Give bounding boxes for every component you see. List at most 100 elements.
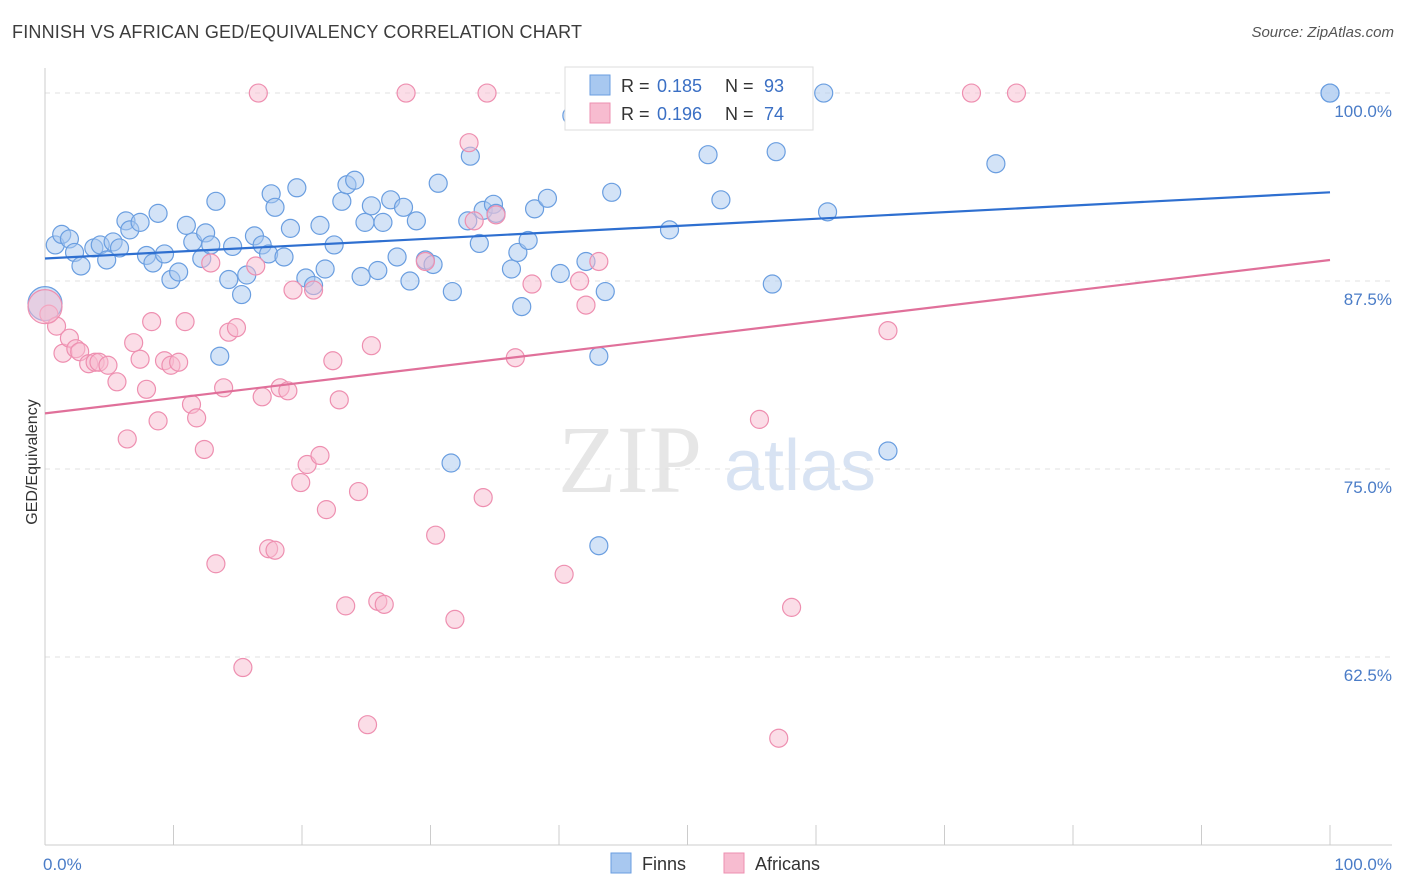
finns-point [406, 211, 426, 231]
africans-point [961, 83, 982, 103]
chart-title: FINNISH VS AFRICAN GED/EQUIVALENCY CORRE… [12, 22, 583, 42]
africans-point [357, 715, 378, 735]
finns-point [537, 188, 558, 208]
finns-point [345, 170, 365, 190]
africans-point [464, 211, 484, 231]
y-tick-label-3: 100.0% [1334, 102, 1392, 121]
finns-point [814, 83, 834, 103]
bottom-legend-label-africans: Africans [755, 854, 820, 874]
watermark-atlas: atlas [724, 426, 876, 506]
africans-point [107, 372, 127, 392]
y-tick-labels: 62.5% 75.0% 87.5% 100.0% [1334, 102, 1392, 685]
watermark-zip: ZIP [558, 406, 702, 513]
africans-point [303, 280, 324, 300]
africans-point [329, 390, 349, 410]
finns-point [550, 263, 570, 284]
chart-source: Source: ZipAtlas.com [1251, 24, 1394, 41]
africans-point [576, 295, 596, 315]
finns-point [130, 212, 150, 232]
finns-point [512, 296, 532, 317]
finns-point [595, 281, 615, 302]
y-tick-label-2: 87.5% [1344, 290, 1392, 309]
finns-point [154, 244, 175, 264]
africans-point [117, 429, 137, 449]
africans-point [226, 318, 247, 338]
finns-point [373, 212, 393, 232]
africans-point [878, 321, 898, 341]
finns-point [428, 173, 448, 193]
africans-point [415, 251, 435, 272]
legend-n-label-finns: N = [725, 76, 754, 96]
africans-point [27, 288, 63, 325]
finns-point [400, 271, 420, 291]
africans-point [98, 355, 118, 375]
finns-point [332, 191, 352, 211]
africans-point [233, 657, 253, 678]
finns-point [223, 236, 243, 257]
africans-point [316, 500, 337, 520]
legend-n-value-africans: 74 [764, 104, 784, 124]
legend-r-value-africans: 0.196 [657, 104, 702, 124]
africans-point [291, 472, 311, 493]
africans-point [148, 411, 168, 431]
finns-point [387, 247, 407, 267]
x-tick-labels: 0.0% 100.0% [43, 855, 1392, 874]
finns-point [148, 203, 168, 223]
legend-r-label-africans: R = [621, 104, 650, 124]
africans-point [522, 274, 542, 294]
africans-point [310, 445, 330, 466]
finns-point [232, 284, 252, 305]
finns-point [698, 145, 718, 165]
finns-trend-line [44, 191, 1331, 260]
finns-point [469, 233, 489, 254]
africans-point [130, 349, 150, 369]
finns-point [219, 269, 239, 290]
africans-point [136, 379, 157, 399]
africans-point [323, 351, 343, 371]
africans-point [248, 83, 268, 103]
finns-point [1320, 83, 1340, 103]
africans-point [278, 381, 298, 401]
africans-point [569, 271, 590, 291]
stats-legend: R = 0.185 N = 93 R = 0.196 N = 74 [564, 66, 814, 131]
finns-point [501, 259, 522, 279]
finns-point [441, 453, 461, 473]
africans-point [361, 336, 381, 356]
finns-point [355, 212, 375, 232]
bottom-legend-swatch-africans [723, 852, 745, 874]
y-tick-label-1: 75.0% [1344, 478, 1392, 497]
x-tick-label-1: 100.0% [1334, 855, 1392, 874]
finns-point [524, 199, 545, 219]
africans-point [554, 564, 574, 584]
africans-points [27, 83, 1027, 748]
finns-point [368, 260, 388, 281]
finns-point [169, 262, 189, 282]
finns-point [315, 259, 335, 279]
finns-point [589, 346, 609, 366]
finns-point [589, 536, 609, 556]
africans-point [252, 387, 272, 407]
africans-point [781, 597, 802, 617]
finns-point [659, 220, 680, 240]
finns-point [878, 441, 898, 461]
finns-point [71, 256, 91, 276]
x-tick-label-0: 0.0% [43, 855, 82, 874]
legend-swatch-finns [589, 74, 611, 96]
africans-point [473, 487, 493, 508]
africans-point [194, 439, 214, 460]
finns-point [817, 202, 838, 222]
legend-r-value-finns: 0.185 [657, 76, 702, 96]
finns-point [762, 274, 782, 294]
finns-point [442, 281, 462, 302]
finns-point [351, 266, 371, 287]
africans-point [283, 280, 303, 300]
africans-point [374, 594, 394, 614]
africans-point [426, 525, 446, 545]
africans-point [749, 409, 770, 429]
africans-point [589, 251, 609, 272]
africans-point [206, 554, 226, 574]
africans-point [348, 481, 369, 502]
trend-lines [44, 191, 1331, 415]
finns-point [287, 178, 307, 198]
